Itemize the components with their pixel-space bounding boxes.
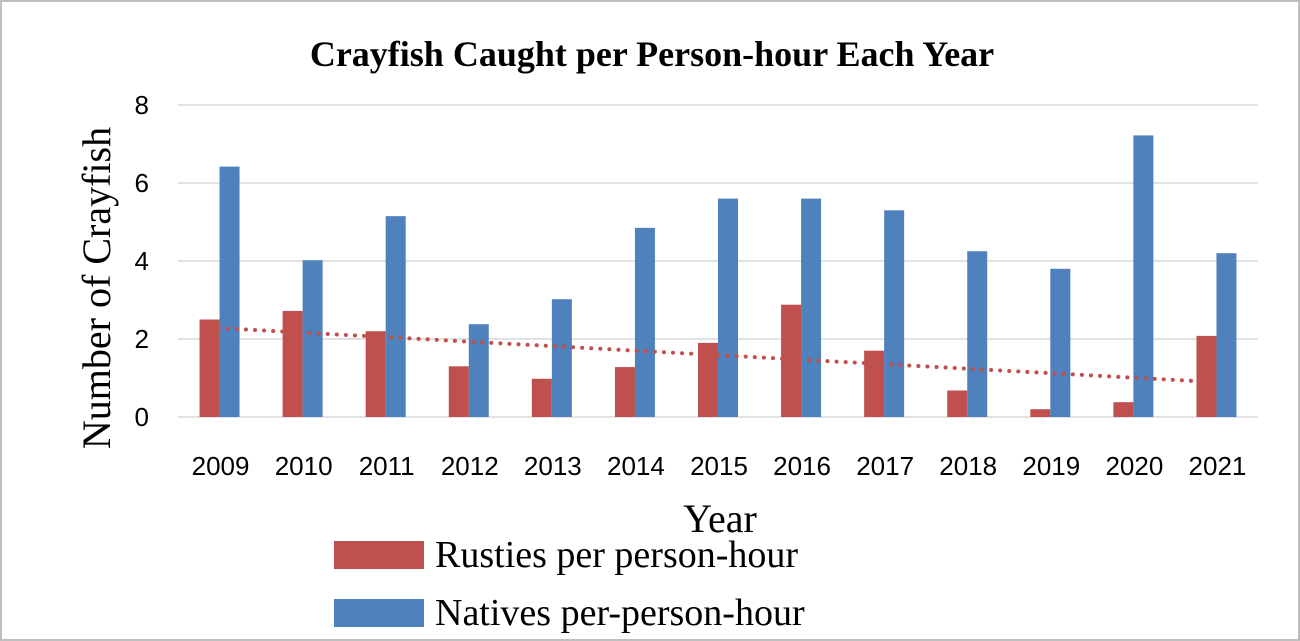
bar-rusties [448, 366, 469, 417]
trendline-rusties [207, 325, 1209, 384]
x-tick-labels: 2009 2010 2011 2012 2013 2014 2015 2016 2017 2018… [192, 451, 1247, 481]
bar-natives [967, 251, 988, 417]
x-tick-label: 2013 [524, 451, 582, 481]
x-tick-label: 2011 [359, 451, 415, 481]
bar-natives [1050, 268, 1071, 417]
bar-natives [1216, 253, 1237, 417]
bar-natives [1133, 135, 1154, 418]
legend-label: Natives per-person-hour [435, 592, 805, 634]
bar-natives [302, 260, 323, 417]
x-tick-label: 2019 [1022, 451, 1080, 481]
bar-rusties [1030, 409, 1051, 417]
bar-natives [385, 216, 406, 417]
y-tick-label: 8 [135, 90, 149, 120]
bar-rusties [698, 342, 718, 417]
bars [199, 135, 1237, 418]
x-tick-label: 2012 [441, 451, 499, 481]
x-tick-label: 2021 [1189, 451, 1247, 481]
x-tick-label: 2020 [1105, 451, 1163, 481]
y-tick-label: 2 [135, 324, 149, 354]
y-tick-labels: 0 2 4 6 8 [135, 90, 149, 432]
bar-rusties [282, 310, 303, 417]
bar-rusties [1196, 335, 1217, 417]
x-tick-label: 2017 [856, 451, 914, 481]
bar-rusties [531, 378, 552, 417]
chart-title: Crayfish Caught per Person-hour Each Yea… [310, 34, 994, 74]
legend-label: Rusties per person-hour [435, 534, 798, 576]
legend-swatch [334, 599, 424, 627]
bar-natives [884, 210, 905, 417]
x-axis-label: Year [683, 496, 757, 541]
bar-natives [718, 198, 738, 417]
bar-natives [468, 324, 489, 417]
bar-rusties [199, 319, 220, 417]
bar-rusties [864, 350, 885, 417]
bar-natives [801, 198, 822, 417]
bar-rusties [947, 390, 968, 417]
trendline [207, 325, 1209, 384]
x-tick-label: 2018 [939, 451, 997, 481]
y-tick-label: 4 [135, 246, 149, 276]
legend: Rusties per person-hour Natives per-perso… [334, 534, 805, 634]
y-tick-label: 6 [135, 168, 149, 198]
x-tick-label: 2015 [690, 451, 748, 481]
bar-natives [634, 227, 655, 417]
y-axis-label: Number of Crayfish [74, 127, 119, 449]
bar-rusties [614, 367, 635, 417]
bar-rusties [1113, 402, 1134, 417]
bar-natives [219, 166, 240, 417]
x-tick-label: 2014 [607, 451, 665, 481]
bar-rusties [365, 331, 386, 417]
x-tick-label: 2016 [773, 451, 831, 481]
x-tick-label: 2010 [275, 451, 333, 481]
y-tick-label: 0 [135, 402, 149, 432]
x-tick-label: 2009 [192, 451, 250, 481]
bar-natives [551, 299, 572, 417]
legend-swatch [334, 541, 424, 569]
